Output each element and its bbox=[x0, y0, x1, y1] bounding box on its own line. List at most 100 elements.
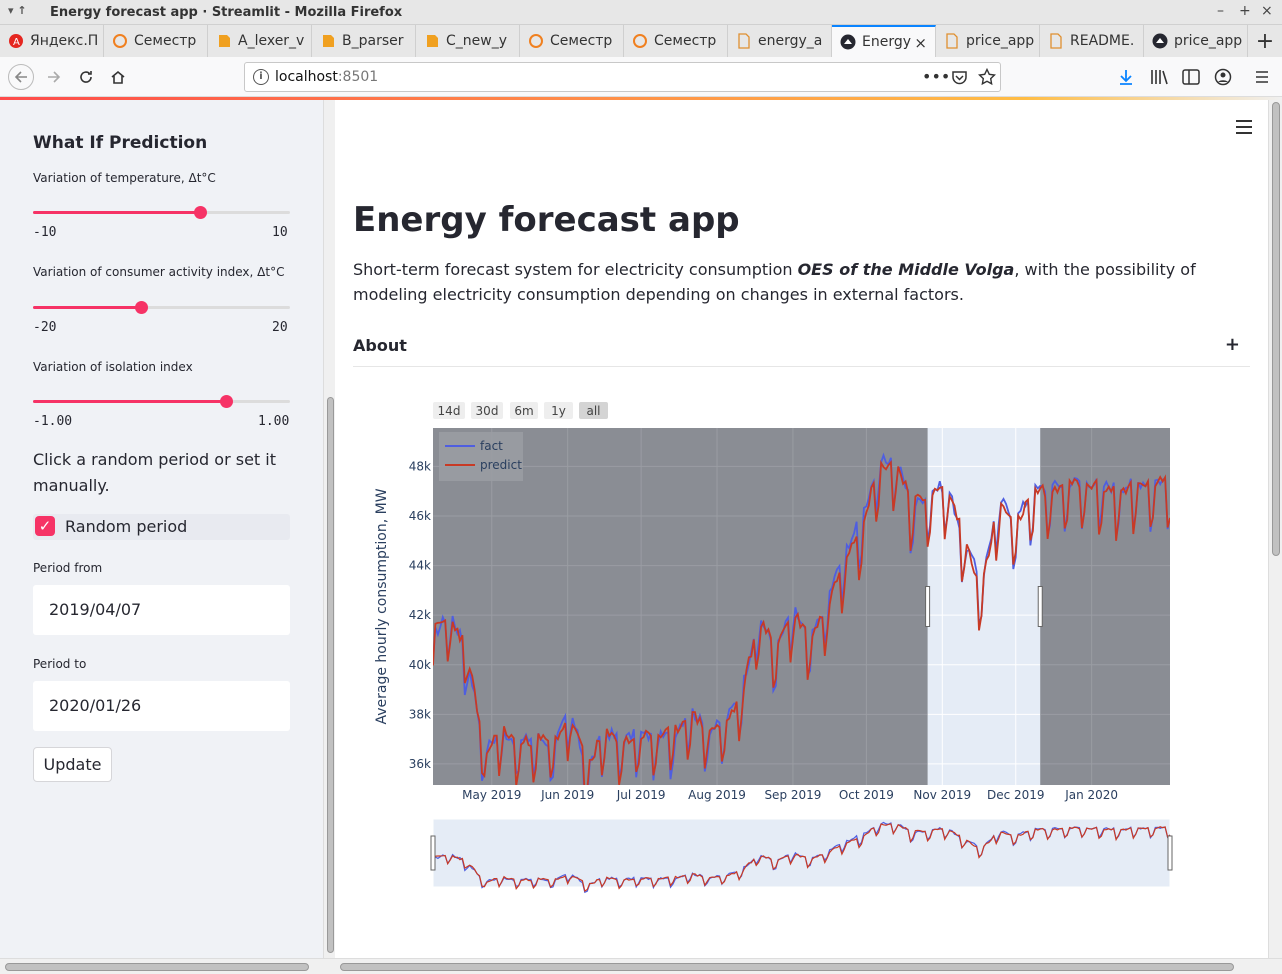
tab-label: price_app bbox=[1174, 33, 1243, 49]
range-slider-left-handle[interactable] bbox=[430, 835, 436, 871]
back-button[interactable] bbox=[8, 64, 34, 90]
activity-slider-label: Variation of consumer activity index, Δt… bbox=[33, 265, 285, 279]
page-actions-icon[interactable]: ••• bbox=[922, 67, 951, 86]
isolation-slider-fill bbox=[33, 400, 226, 403]
browser-tab[interactable]: B_parser bbox=[312, 25, 416, 57]
browser-tab[interactable]: Семестр bbox=[520, 25, 624, 57]
streamlit-menu-icon[interactable] bbox=[1236, 120, 1252, 134]
temperature-slider-handle[interactable] bbox=[194, 206, 208, 219]
window-title: Energy forecast app · Streamlit - Mozill… bbox=[50, 5, 403, 20]
range-slider-right-handle[interactable] bbox=[1167, 835, 1173, 871]
browser-tab[interactable]: price_app bbox=[936, 25, 1040, 57]
tab-label: README. bbox=[1070, 33, 1135, 49]
about-expander[interactable]: About + bbox=[353, 330, 1250, 367]
legend-label-fact[interactable]: fact bbox=[480, 439, 503, 453]
range-button-14d[interactable] bbox=[433, 402, 465, 419]
navigation-bar: i localhost:8501 ••• bbox=[0, 57, 1282, 97]
library-icon[interactable] bbox=[1150, 69, 1168, 85]
app-menu-icon[interactable] bbox=[1254, 69, 1270, 85]
range-button-label: 30d bbox=[476, 404, 499, 418]
main-scrollbar[interactable] bbox=[1268, 100, 1282, 958]
x-tick-label: Dec 2019 bbox=[987, 788, 1045, 802]
doc-icon bbox=[216, 33, 232, 49]
range-end-handle[interactable] bbox=[1037, 586, 1043, 627]
temperature-slider[interactable] bbox=[33, 206, 290, 219]
browser-tab[interactable]: Energy × bbox=[832, 25, 936, 57]
maximize-button[interactable]: + bbox=[1239, 3, 1251, 19]
y-tick-label: 46k bbox=[409, 509, 431, 523]
activity-slider-max: 20 bbox=[272, 320, 288, 335]
period-from-label: Period from bbox=[33, 561, 103, 575]
main-scroll-thumb[interactable] bbox=[1272, 102, 1280, 556]
window-menu-icon[interactable]: ▾ ↑ bbox=[8, 4, 27, 17]
period-to-input[interactable]: 2020/01/26 bbox=[33, 681, 290, 731]
site-info-icon[interactable]: i bbox=[253, 69, 269, 85]
range-button-1y[interactable] bbox=[544, 402, 573, 419]
activity-slider-handle[interactable] bbox=[134, 301, 148, 314]
checkbox-checked-icon[interactable]: ✓ bbox=[35, 516, 55, 536]
x-tick-label: Aug 2019 bbox=[688, 788, 746, 802]
doc-icon bbox=[424, 33, 440, 49]
browser-tab[interactable]: A_lexer_v bbox=[208, 25, 312, 57]
yandex-icon: A bbox=[8, 33, 24, 49]
home-button[interactable] bbox=[105, 64, 131, 90]
period-from-input[interactable]: 2019/04/07 bbox=[33, 585, 290, 635]
reload-button[interactable] bbox=[73, 64, 99, 90]
x-tick-label: Jun 2019 bbox=[540, 788, 594, 802]
svg-text:A: A bbox=[13, 37, 20, 48]
tab-label: Семестр bbox=[654, 33, 717, 49]
range-button-6m[interactable] bbox=[510, 402, 538, 419]
browser-tab[interactable]: README. bbox=[1040, 25, 1144, 57]
close-window-button[interactable]: × bbox=[1261, 3, 1273, 19]
y-axis-title: Average hourly consumption, MW bbox=[374, 488, 390, 724]
random-period-checkbox[interactable]: ✓ Random period bbox=[33, 514, 290, 540]
browser-tab[interactable]: Семестр bbox=[104, 25, 208, 57]
update-button[interactable]: Update bbox=[33, 747, 112, 782]
x-tick-label: Oct 2019 bbox=[839, 788, 894, 802]
main-content: Energy forecast app Short-term forecast … bbox=[335, 100, 1268, 958]
browser-tab[interactable]: C_new_y bbox=[416, 25, 520, 57]
home-icon bbox=[111, 70, 125, 84]
pocket-icon[interactable] bbox=[951, 69, 968, 86]
url-host: localhost bbox=[275, 69, 338, 85]
sidebar-hscroll-thumb[interactable] bbox=[5, 963, 309, 971]
account-icon[interactable] bbox=[1214, 68, 1232, 86]
downloads-icon[interactable] bbox=[1118, 69, 1134, 85]
bookmark-star-icon[interactable] bbox=[978, 68, 996, 86]
main-hscroll-thumb[interactable] bbox=[340, 963, 1234, 971]
new-tab-button[interactable]: + bbox=[1255, 28, 1275, 54]
legend-box bbox=[439, 432, 523, 481]
minimize-button[interactable]: – bbox=[1217, 3, 1224, 19]
range-button-all[interactable] bbox=[579, 402, 608, 419]
ring-icon bbox=[112, 33, 128, 49]
tab-label: Яндекс.П bbox=[30, 33, 99, 49]
sidebar-toggle-icon[interactable] bbox=[1182, 69, 1200, 85]
legend-label-predict[interactable]: predict bbox=[480, 458, 522, 472]
browser-tab[interactable]: energy_a bbox=[728, 25, 832, 57]
isolation-slider[interactable] bbox=[33, 395, 290, 408]
url-bar[interactable]: i localhost:8501 ••• bbox=[244, 62, 1001, 92]
activity-slider-fill bbox=[33, 306, 141, 309]
y-tick-label: 36k bbox=[409, 757, 431, 771]
range-start-handle[interactable] bbox=[925, 586, 931, 627]
browser-tab[interactable]: price_app bbox=[1144, 25, 1248, 57]
activity-slider[interactable] bbox=[33, 301, 290, 314]
expand-plus-icon[interactable]: + bbox=[1224, 334, 1240, 355]
tab-label: Семестр bbox=[134, 33, 197, 49]
range-slider[interactable] bbox=[432, 818, 1171, 888]
consumption-chart[interactable]: 14d 30d 6m 1y all May 2019 Jun 2019 Jul 2019 Aug… bbox=[335, 100, 1268, 958]
close-tab-icon[interactable]: × bbox=[914, 34, 927, 52]
sidebar-scrollbar[interactable] bbox=[323, 100, 335, 958]
shaded-region-right bbox=[1040, 428, 1170, 785]
range-button-30d[interactable] bbox=[471, 402, 503, 419]
sidebar-title: What If Prediction bbox=[33, 133, 208, 153]
sidebar-scroll-thumb[interactable] bbox=[327, 397, 334, 953]
horizontal-scrollbar[interactable] bbox=[0, 958, 1282, 974]
sidebar: What If Prediction Variation of temperat… bbox=[0, 100, 323, 958]
activity-slider-min: -20 bbox=[33, 320, 57, 335]
isolation-slider-handle[interactable] bbox=[219, 395, 233, 408]
forward-button[interactable] bbox=[41, 64, 67, 90]
browser-tab[interactable]: Семестр bbox=[624, 25, 728, 57]
page-icon bbox=[944, 33, 960, 49]
browser-tab[interactable]: A Яндекс.П bbox=[0, 25, 104, 57]
